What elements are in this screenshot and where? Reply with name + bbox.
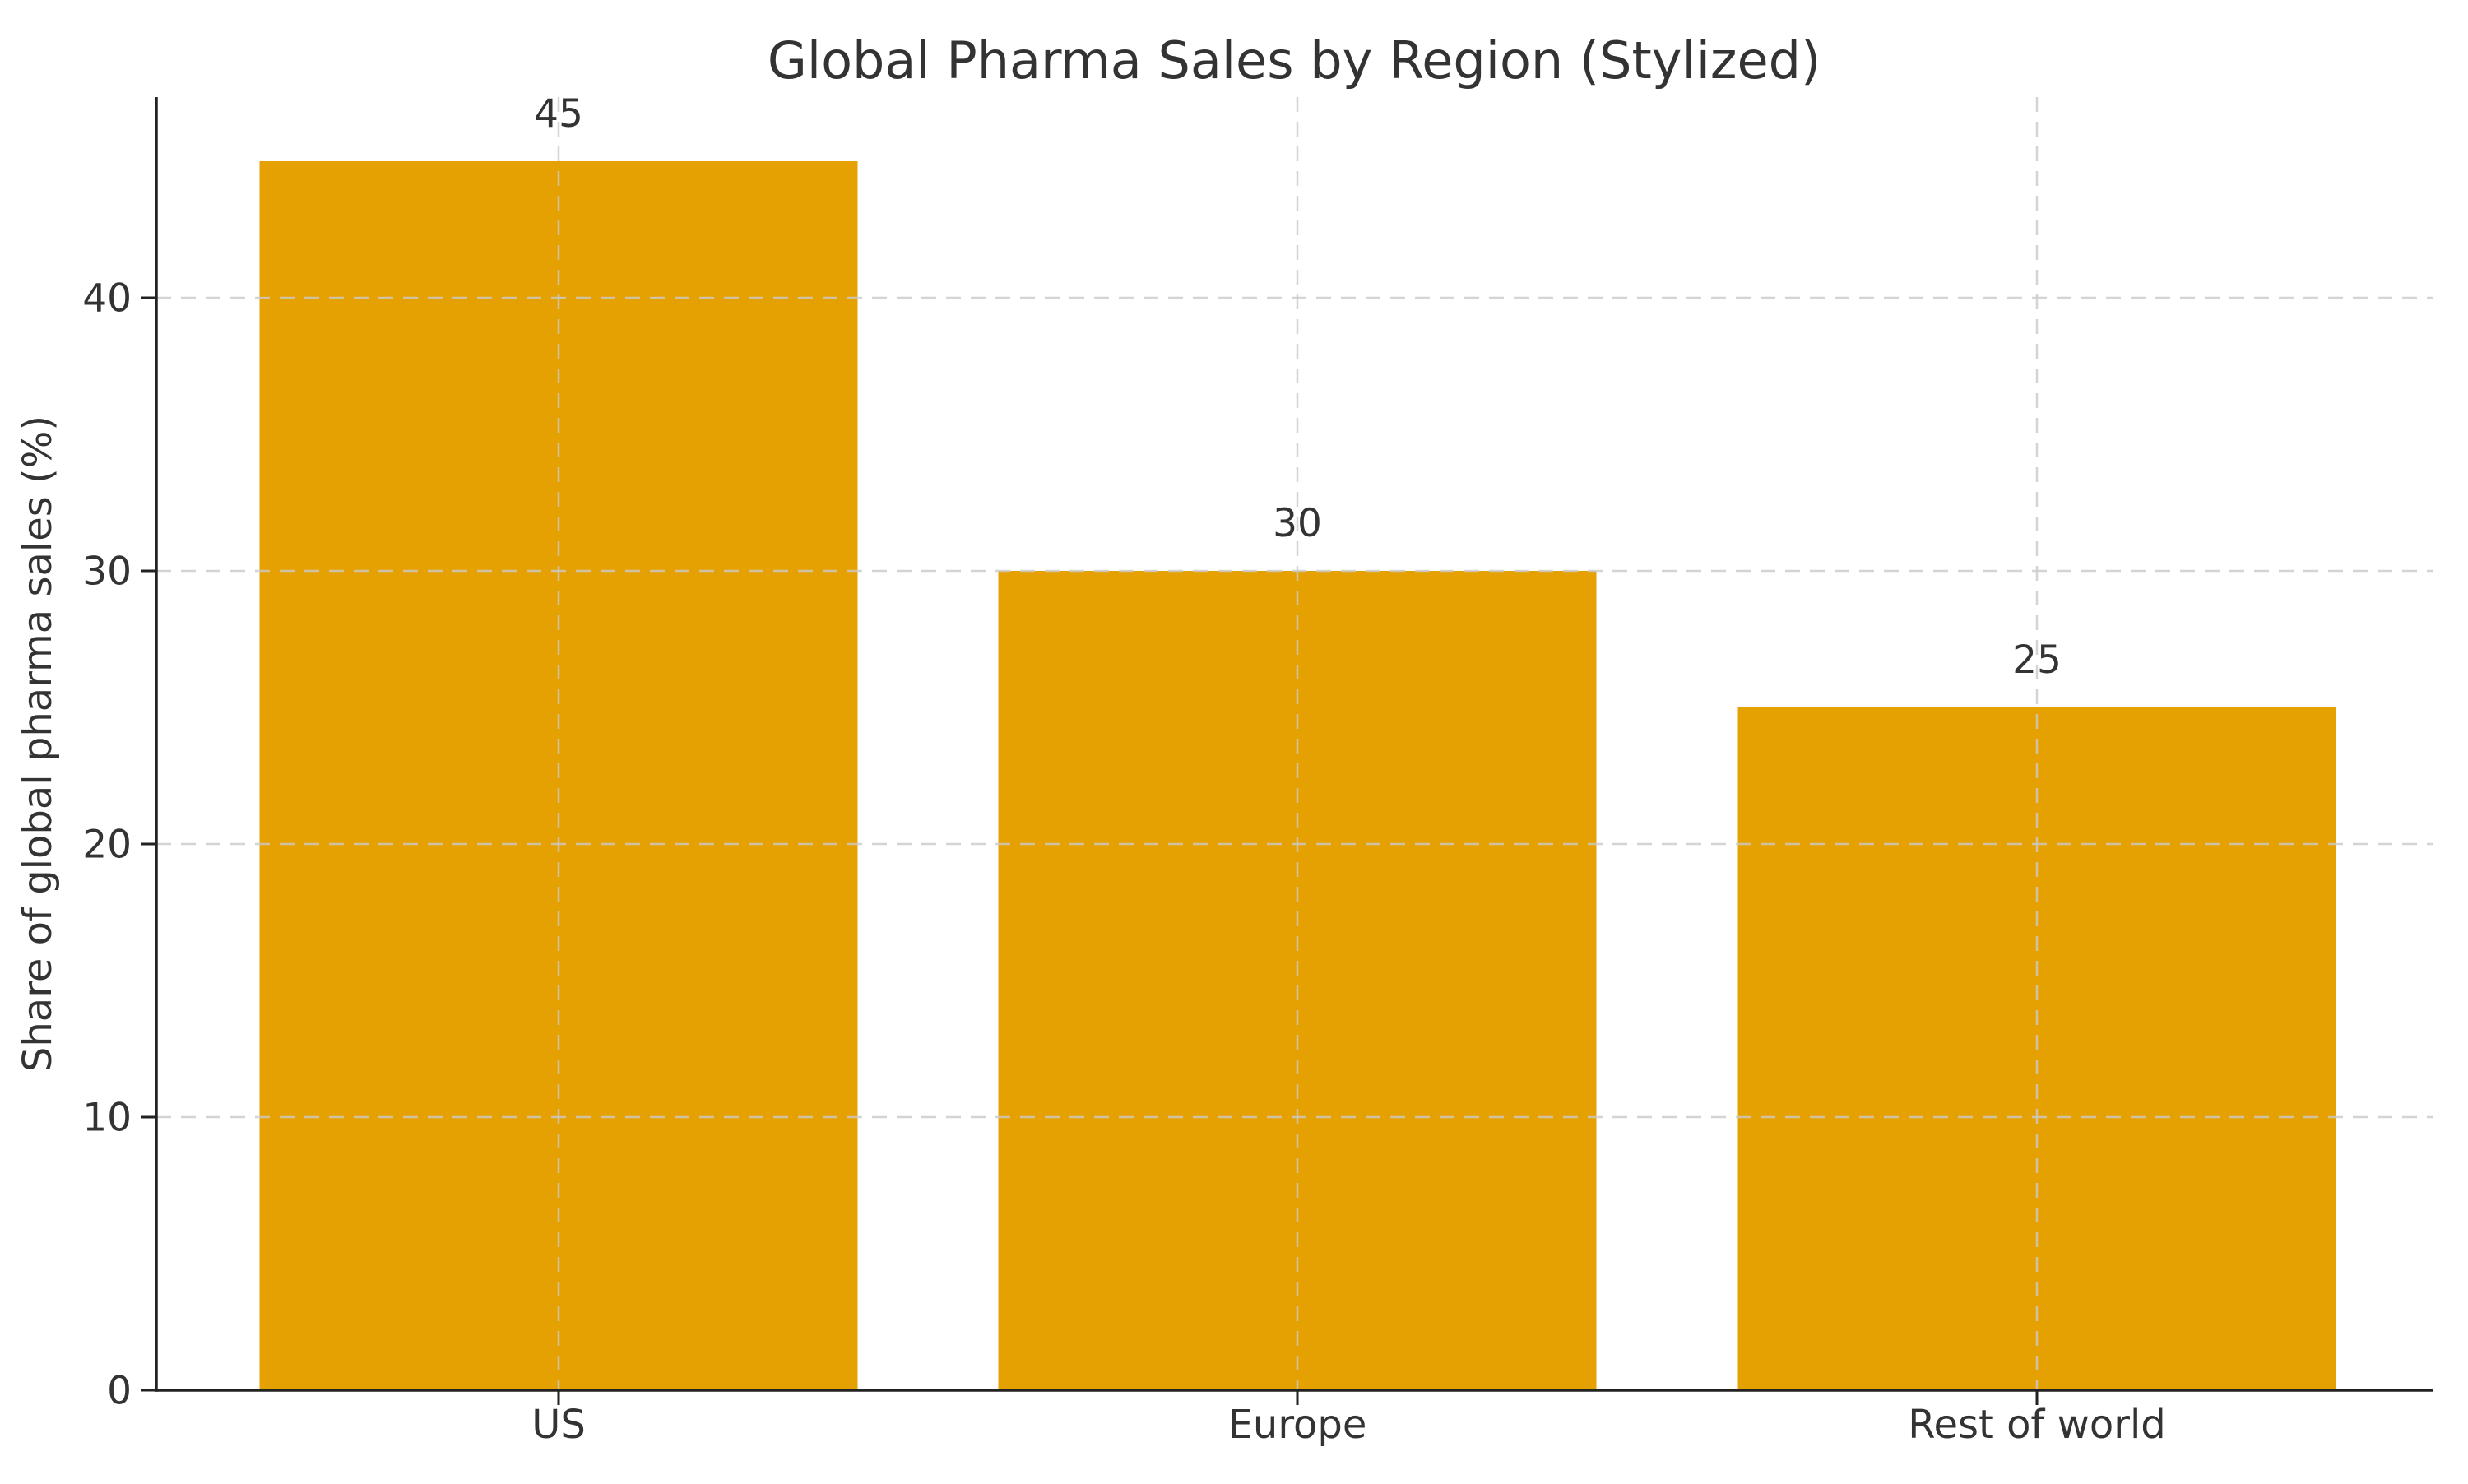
bar-value-labels-layer: 45 30 25: [534, 91, 2062, 683]
axes-layer: [141, 97, 2433, 1405]
bar-europe: [998, 571, 1597, 1390]
grid-layer: [156, 97, 2433, 1390]
bar-value-label-europe: 30: [1273, 501, 1322, 546]
tick-label-layer: 0 10 20 30 40 US Europe Rest of world: [82, 276, 2166, 1448]
y-tick-label-40: 40: [82, 276, 132, 321]
x-tick-label-europe: Europe: [1228, 1402, 1367, 1448]
x-tick-label-us: US: [531, 1402, 586, 1448]
x-tick-label-rest-of-world: Rest of world: [1908, 1402, 2166, 1448]
y-axis-label: Share of global pharma sales (%): [15, 415, 61, 1072]
y-tick-label-30: 30: [82, 549, 132, 594]
bar-value-label-rest-of-world: 25: [2012, 638, 2062, 683]
y-tick-label-10: 10: [82, 1095, 132, 1140]
bars-layer: [259, 161, 2336, 1390]
bar-value-label-us: 45: [534, 91, 583, 137]
y-tick-label-20: 20: [82, 822, 132, 867]
y-tick-label-0: 0: [107, 1368, 132, 1413]
chart-title: Global Pharma Sales by Region (Stylized): [768, 30, 1821, 90]
